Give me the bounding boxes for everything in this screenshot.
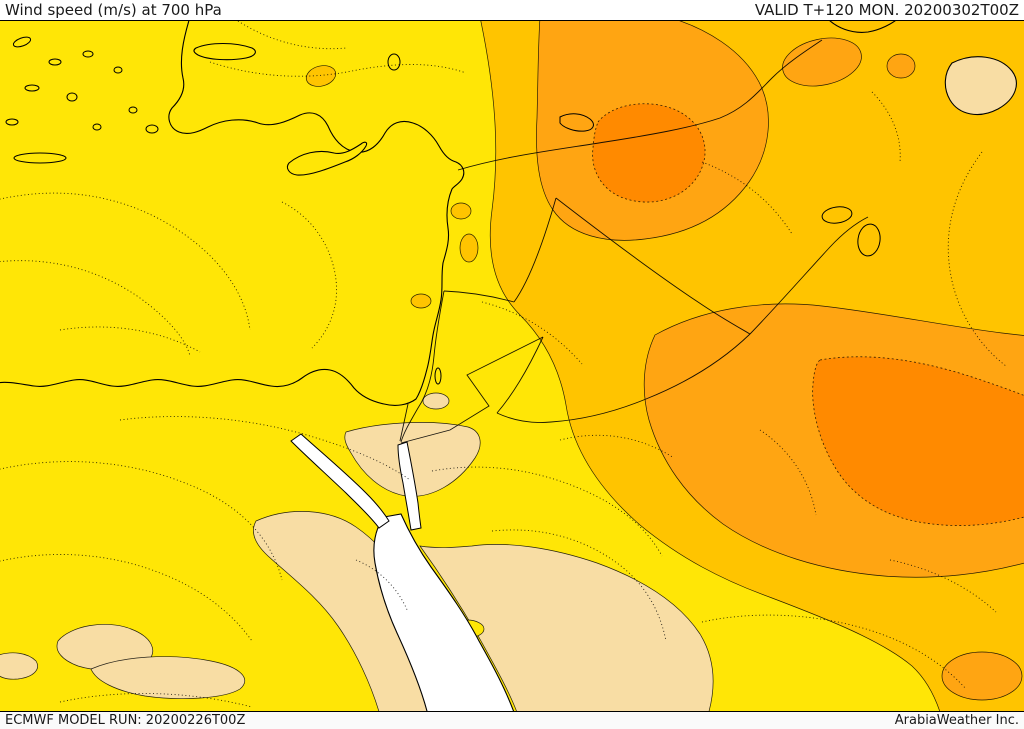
isotach-band-pale-sinai [344,422,481,497]
isotach-contour-dotted [491,529,667,642]
lake-assad [559,113,594,132]
border-syria-iraq [555,197,751,335]
coastline-anatolia-levant-egypt [0,21,465,406]
lake-urmia [857,223,881,257]
aegean-island [145,124,159,134]
aegean-islands [5,36,159,164]
model-run-label: ECMWF MODEL RUN: 20200226T00Z [5,713,246,728]
isotach-contour-dotted [701,161,793,235]
isotach-blob-orange-southeast-corner [941,651,1023,701]
black-sea-coast [829,21,896,33]
dead-sea [434,367,442,385]
aegean-island [128,106,138,114]
isotach-contour-dotted [0,192,251,331]
isotach-blob-gold-jordan [410,293,432,309]
map-header-bar: Wind speed (m/s) at 700 hPa VALID T+120 … [0,0,1024,21]
isotach-blob-gold-syria-2 [459,233,479,263]
aegean-island [12,36,32,48]
isotach-blob-pale-caspian [944,56,1017,116]
map-area [0,21,1024,711]
isotach-blob-pale-south-egypt-3 [0,652,38,680]
isotach-core-deep-orange-east [812,356,1024,526]
dotted-isotach-layer [0,21,1007,708]
isotach-contour-dotted [237,21,347,50]
sea-of-marmara [193,42,256,61]
border-israel-egypt [399,403,409,442]
isotach-blob-orange-armenia [782,37,862,87]
valid-time-label: VALID T+120 MON. 20200302T00Z [754,1,1019,19]
aegean-island [92,123,102,131]
map-title: Wind speed (m/s) at 700 hPa [5,1,222,19]
cyprus-island [286,141,368,176]
isotach-contour-dotted [701,614,967,690]
border-jordan-saudi-zigzag [400,336,544,444]
isotach-blob-gold-anatolia [305,65,337,87]
isotach-blob-pale-dead-sea-area [422,392,450,410]
aegean-island [5,118,19,126]
border-jordan-river-line [400,290,445,443]
crete-island [13,152,67,164]
border-iraq-saudi [496,333,751,423]
border-syria-jordan-iraq-wedge [513,197,557,303]
aegean-island [48,58,62,66]
gulf-of-suez [290,433,390,529]
red-sea [373,513,515,711]
isotach-contour-dotted [0,554,253,642]
coastline-layer [0,21,896,406]
isotach-blob-gold-syria-1 [450,202,472,220]
isotach-contour-dotted [759,429,817,516]
lakes [387,53,881,385]
border-jordan-syria [443,290,515,303]
aegean-island [113,66,123,74]
isotach-contour-dotted [0,260,191,357]
weather-map-canvas [0,21,1024,711]
aegean-island [66,92,78,102]
isotach-band-pale-saudi-red-sea-coast [419,544,714,711]
isotach-fill-layer [0,21,1024,711]
isotach-contour-dotted [119,416,411,481]
water-minimum-layer [290,433,515,711]
provider-credit: ArabiaWeather Inc. [894,713,1019,728]
border-layer [399,39,869,444]
border-turkey-syria-iraq [457,39,823,171]
isotach-contour-dotted [0,461,283,581]
isotach-contour-dotted [871,91,901,163]
isotach-contour-dotted [59,693,253,708]
gulf-of-aqaba [397,441,422,531]
map-footer-bar: ECMWF MODEL RUN: 20200226T00Z ArabiaWeat… [0,711,1024,729]
lake-van [821,206,853,224]
border-iraq-iran [749,216,869,335]
aegean-island [24,84,40,92]
aegean-island [82,50,94,58]
border-saudi-iraq-west-leg [496,336,544,414]
isotach-core-deep-orange-north [592,103,706,203]
lake-tuz [387,53,401,71]
isotach-blob-pale-south-egypt-2 [90,656,246,699]
isotach-blob-orange-caucasus [886,53,916,79]
